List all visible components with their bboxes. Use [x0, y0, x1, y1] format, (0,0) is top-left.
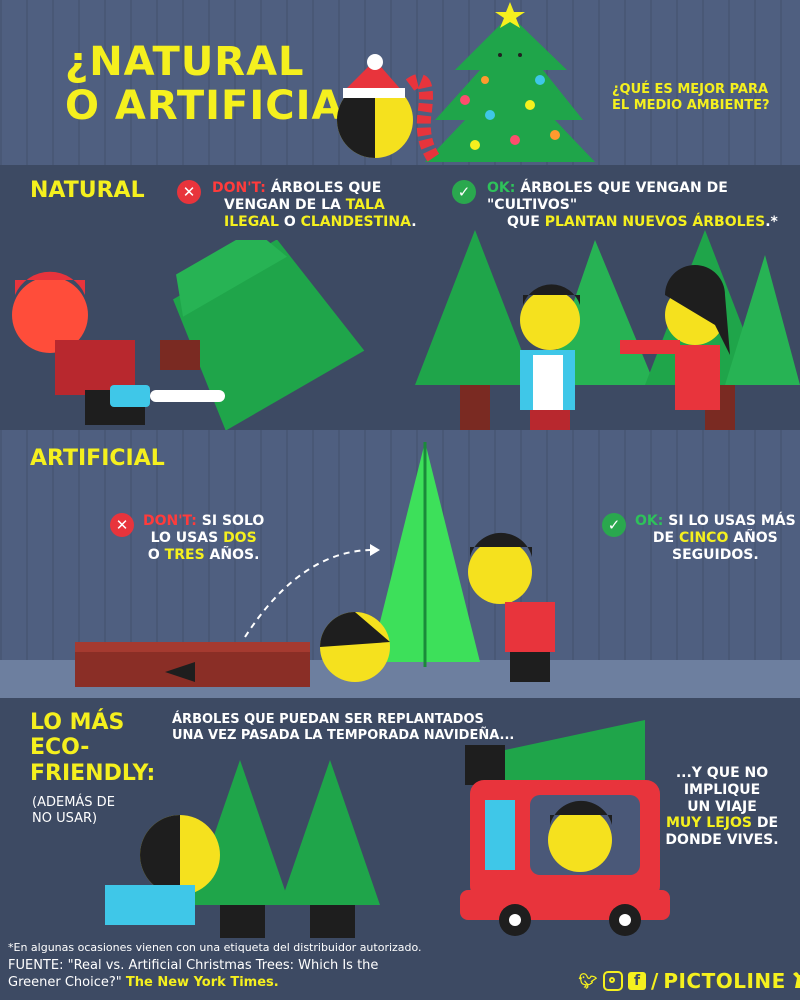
arrow-icon: [244, 549, 371, 638]
source-text: FUENTE: "Real vs. Artificial Christmas T…: [8, 958, 379, 990]
artificial-heading: ARTIFICIAL: [30, 446, 165, 471]
facebook-icon[interactable]: f: [628, 972, 646, 990]
artificial-dont-text: DON'T: SI SOLO LO USAS DOS O TRES AÑOS.: [143, 513, 265, 563]
forest-illustration: [415, 230, 800, 430]
x-icon: ✕: [177, 180, 201, 204]
person-left-head: [520, 290, 580, 350]
twitter-icon[interactable]: 🐦︎: [578, 972, 598, 990]
natural-heading: NATURAL: [30, 178, 145, 203]
lumberjack-head: [12, 277, 88, 353]
eco-trip-text: ...Y QUE NO IMPLIQUE UN VIAJE MUY LEJOS …: [665, 765, 779, 849]
eco-replant-text: ÁRBOLES QUE PUEDAN SER REPLANTADOS UNA V…: [172, 712, 515, 743]
check-icon: ✓: [452, 180, 476, 204]
artificial-ok-text: OK: SI LO USAS MÁS DE CINCO AÑOS SEGUIDO…: [635, 513, 796, 563]
footnote: *En algunas ocasiones vienen con una eti…: [8, 941, 422, 954]
header-band: [0, 0, 800, 165]
instagram-icon[interactable]: [603, 971, 623, 991]
replant-illustration: [105, 760, 380, 938]
potted-tree-icon: [280, 760, 380, 905]
brand-bar: 🐦︎ f / PICTOLINE: [578, 966, 800, 996]
header-question: ¿QUÉ ES MEJOR PARA EL MEDIO AMBIENTE?: [612, 82, 770, 113]
footer-band: [0, 938, 800, 1000]
car-illustration: [460, 720, 670, 936]
eco-note: (ADEMÁS DE NO USAR): [32, 795, 115, 826]
check-icon: ✓: [602, 513, 626, 537]
x-icon: ✕: [110, 513, 134, 537]
natural-ok-text: OK: ÁRBOLES QUE VENGAN DE "CULTIVOS" QUE…: [487, 180, 778, 230]
star-icon: [495, 2, 525, 28]
header-illustration: [337, 2, 595, 165]
page-title: ¿NATURAL O ARTIFICIAL?: [65, 39, 395, 129]
tree-icon: [425, 15, 595, 162]
natural-dont-text: DON'T: ÁRBOLES QUE VENGAN DE LA TALA ILE…: [212, 180, 417, 230]
brand-separator: /: [651, 969, 659, 993]
artificial-illustration: [75, 442, 555, 687]
eco-heading: LO MÁS ECO- FRIENDLY:: [30, 710, 156, 786]
bull-logo-icon: [792, 972, 800, 988]
lumberjack-illustration: [12, 240, 365, 430]
brand-name[interactable]: PICTOLINE: [663, 969, 786, 993]
